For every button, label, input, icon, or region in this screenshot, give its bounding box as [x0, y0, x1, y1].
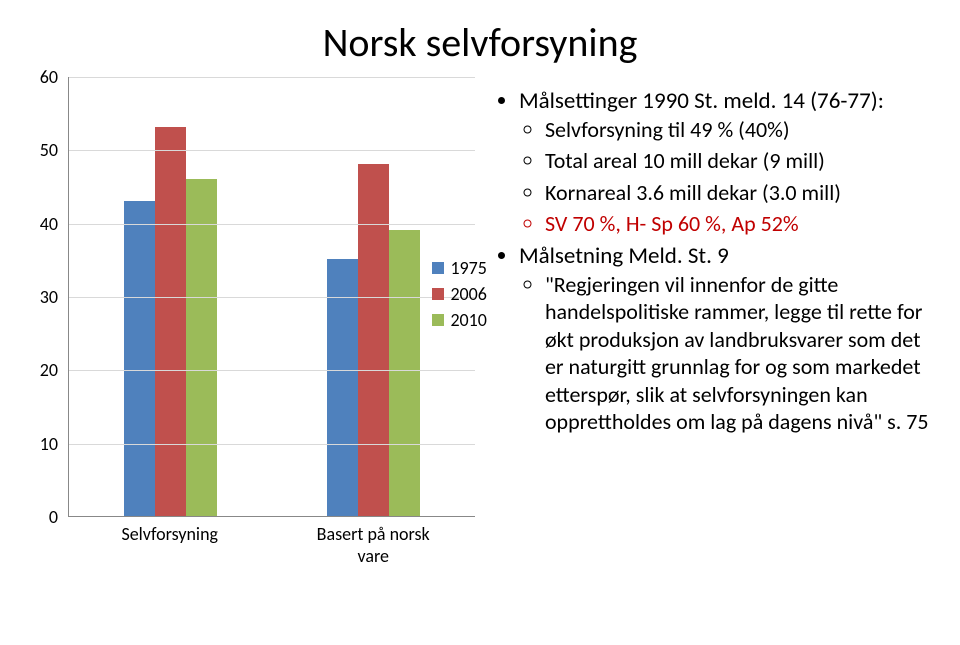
- bullet-2-text: Målsetning Meld. St. 9: [519, 242, 729, 270]
- bullet-text: Målsettinger 1990 St. meld. 14 (76-77): …: [495, 77, 930, 567]
- chart-panel: 0102030405060 SelvforsyningBasert på nor…: [30, 77, 475, 567]
- legend-swatch: [432, 314, 444, 326]
- chart: 0102030405060: [30, 77, 475, 517]
- y-axis: 0102030405060: [30, 77, 62, 517]
- legend-label: 2006: [450, 283, 487, 305]
- slide: Norsk selvforsyning 0 10 20 30 40 50 60 Selvfo…: [0, 0, 960, 645]
- grid-line: [69, 150, 475, 151]
- y-tick-label: 20: [40, 359, 58, 381]
- y-tick-label: 10: [40, 433, 58, 455]
- legend-label: 1975: [450, 257, 487, 279]
- bullet-1: Målsettinger 1990 St. meld. 14 (76-77): …: [519, 87, 930, 238]
- bar: [358, 164, 389, 516]
- bar: [389, 230, 420, 516]
- bullet-1d: SV 70 %, H- Sp 60 %, Ap 52%: [545, 210, 930, 238]
- bullet-2a: "Regjeringen vil innenfor de gitte hande…: [545, 271, 930, 436]
- grid-line: [69, 370, 475, 371]
- grid-line: [69, 444, 475, 445]
- legend: 1975 2006 2010: [432, 257, 487, 335]
- legend-item: 2010: [432, 309, 487, 331]
- bullet-1b: Total areal 10 mill dekar (9 mill): [545, 147, 930, 175]
- bullet-2: Målsetning Meld. St. 9 "Regjeringen vil …: [519, 242, 930, 436]
- bar: [155, 127, 186, 516]
- grid-line: [69, 224, 475, 225]
- y-tick-label: 0: [49, 506, 58, 528]
- x-axis-labels: Selvforsyning Basert på norsk vare: [68, 523, 475, 567]
- bullet-1a: Selvforsyning til 49 % (40%): [545, 116, 930, 144]
- bar: [124, 201, 155, 516]
- y-tick-label: 30: [40, 286, 58, 308]
- legend-item: 1975: [432, 257, 487, 279]
- grid-line: [69, 77, 475, 78]
- x-tick-label: Basert på norsk vare: [308, 523, 438, 567]
- legend-swatch: [432, 262, 444, 274]
- legend-item: 2006: [432, 283, 487, 305]
- plot-area: [68, 77, 475, 517]
- page-title: Norsk selvforsyning: [30, 18, 930, 67]
- bullet-1c: Kornareal 3.6 mill dekar (3.0 mill): [545, 179, 930, 207]
- bar-group: [327, 164, 420, 516]
- legend-label: 2010: [450, 309, 487, 331]
- grid-line: [69, 297, 475, 298]
- bar: [186, 179, 217, 516]
- bar-group: [124, 127, 217, 516]
- x-tick-label: Selvforsyning: [105, 523, 235, 567]
- y-tick-label: 50: [40, 139, 58, 161]
- y-tick-label: 40: [40, 213, 58, 235]
- legend-swatch: [432, 288, 444, 300]
- y-tick-label: 60: [40, 66, 58, 88]
- bullet-1-text: Målsettinger 1990 St. meld. 14 (76-77):: [519, 87, 884, 115]
- columns: 0102030405060 SelvforsyningBasert på nor…: [30, 77, 930, 567]
